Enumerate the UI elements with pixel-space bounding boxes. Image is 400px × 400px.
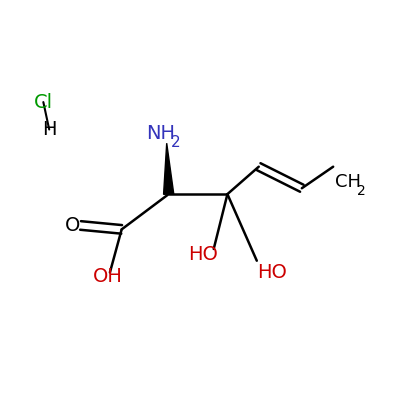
Text: CH: CH	[335, 173, 361, 191]
Text: O: O	[65, 216, 80, 235]
Text: OH: OH	[93, 267, 123, 286]
Polygon shape	[164, 143, 174, 194]
Text: 2: 2	[171, 134, 180, 150]
Text: NH: NH	[146, 124, 175, 143]
Text: Cl: Cl	[34, 92, 53, 112]
Text: HO: HO	[257, 263, 287, 282]
Text: 2: 2	[357, 184, 366, 198]
Text: HO: HO	[188, 245, 218, 264]
Text: H: H	[42, 120, 56, 139]
